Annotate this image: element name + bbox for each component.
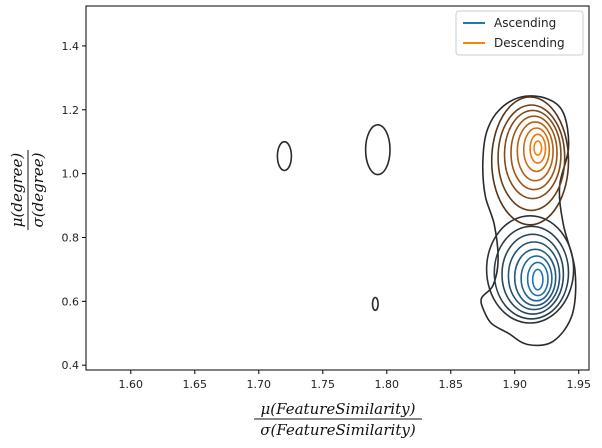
x-tick-label: 1.95	[567, 378, 592, 391]
y-axis-ticks: 0.4 0.6 0.8 1.0 1.2 1.4	[62, 40, 86, 372]
contour-ascending-level-8	[531, 268, 544, 291]
combined-outer-contour	[480, 95, 577, 347]
y-tick-label: 1.2	[62, 104, 80, 117]
contour-ascending-level-2	[493, 225, 570, 320]
x-tick-label: 1.90	[503, 378, 528, 391]
contour-descending-level-7	[529, 133, 547, 164]
x-tick-label: 1.70	[247, 378, 272, 391]
x-tick-label: 1.60	[119, 378, 144, 391]
x-axis-label: μ(FeatureSimilarity) σ(FeatureSimilarity…	[254, 400, 422, 439]
contour-descending-level-5	[516, 121, 554, 182]
contour-ascending-level-6	[520, 255, 553, 302]
legend-label-ascending: Ascending	[494, 16, 556, 30]
contour-descending-level-6	[522, 127, 551, 173]
legend-box	[455, 10, 584, 56]
y-tick-label: 0.8	[62, 231, 80, 244]
contour-ascending-level-5	[513, 248, 557, 307]
contour-island-2	[364, 123, 391, 176]
legend-label-descending: Descending	[494, 36, 565, 50]
contour-descending-level-8	[533, 140, 543, 156]
x-tick-label: 1.85	[439, 378, 464, 391]
contour-ascending-level-4	[507, 241, 561, 311]
plot-frame	[85, 5, 590, 371]
x-axis-label-numerator: μ(FeatureSimilarity)	[261, 400, 416, 418]
y-axis-label: μ(degree) σ(degree)	[8, 150, 47, 230]
x-tick-label: 1.75	[311, 378, 336, 391]
x-tick-label: 1.80	[375, 378, 400, 391]
series-descending-contours	[490, 96, 570, 226]
x-axis-ticks: 1.60 1.65 1.70 1.75 1.80 1.85 1.90 1.95	[119, 370, 591, 391]
plot-area	[85, 5, 590, 371]
series-ascending-contours	[485, 214, 575, 324]
contour-descending-level-2	[497, 104, 566, 212]
y-axis-label-numerator: μ(degree)	[8, 153, 26, 228]
contour-ascending-level-3	[501, 233, 565, 315]
y-tick-label: 1.4	[62, 40, 80, 53]
contour-ascending-level-1	[485, 214, 575, 324]
y-tick-label: 0.6	[62, 295, 80, 308]
contour-island-3	[371, 296, 379, 312]
x-tick-label: 1.65	[183, 378, 208, 391]
contour-ascending-level-7	[526, 261, 549, 297]
contour-descending-level-3	[503, 109, 562, 200]
plot-background	[86, 6, 589, 370]
contour-descending-level-4	[510, 115, 558, 191]
y-axis-label-denominator: σ(degree)	[29, 152, 47, 227]
y-tick-label: 1.0	[62, 168, 80, 181]
y-tick-label: 0.4	[62, 359, 80, 372]
contour-descending-level-1	[490, 96, 570, 226]
contour-island-1	[276, 140, 293, 172]
x-axis-label-denominator: σ(FeatureSimilarity)	[260, 421, 416, 439]
legend: Ascending Descending	[455, 10, 584, 56]
